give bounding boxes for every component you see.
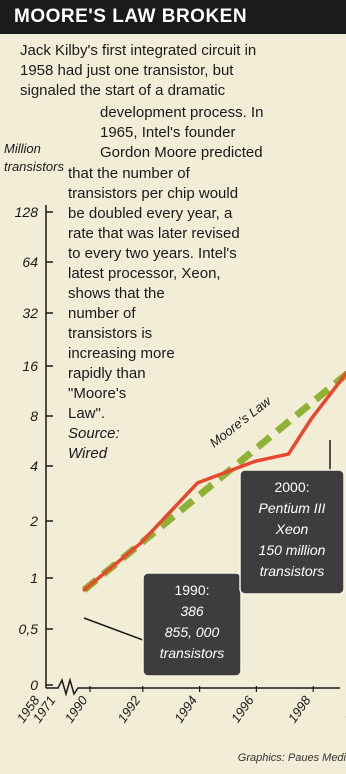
intro-line: Wired [68,445,108,462]
callout-2000-line: transistors [260,563,325,579]
intro-line: Source: [68,425,120,442]
callout-2000-line: 150 million [259,542,326,558]
intro-line: be doubled every year, a [68,205,233,222]
actual-point [309,417,313,421]
intro-line: Law". [68,405,106,422]
callout-2000-line: Pentium III [259,500,326,516]
y-tick-label: 64 [22,254,38,270]
callout-1990-box [142,572,242,677]
intro-line: Gordon Moore predicted [100,144,263,161]
intro-line: number of [68,305,136,322]
x-axis-line [46,677,340,697]
callout-1990-line: transistors [160,645,225,661]
intro-line: 1965, Intel's founder [100,124,236,141]
x-tick-label: 1998 [285,692,314,725]
callout-1990-line: 855, 000 [165,624,220,640]
actual-point [139,541,143,545]
intro-line: increasing more [68,345,175,362]
y-axis-label-line-1: Million [4,141,41,156]
y-tick-label: 0 [30,677,38,693]
x-tick-group: 1992 [114,692,143,725]
callout-2000-box [239,469,345,595]
intro-line: signaled the start of a dramatic [20,82,226,99]
x-tick-label: 1990 [62,692,91,725]
x-tick-group: 1990 [62,692,91,725]
y-tick-label: 1 [30,570,38,586]
intro-line: latest processor, Xeon, [68,265,221,282]
actual-point [286,452,290,456]
x-tick-group: 1996 [228,692,257,725]
callout-2000-line: 2000: [274,479,309,495]
intro-line: that the number of [68,165,190,182]
callout-1990-line: 1990: [174,582,209,598]
x-tick-group: 1998 [285,692,314,725]
intro-line: Jack Kilby's first integrated circuit in [20,42,257,59]
y-tick-label: 32 [22,305,38,321]
callout-2000-line: Xeon [275,521,309,537]
actual-point [338,380,342,384]
y-tick-label: 16 [22,358,38,374]
intro-line: transistors is [68,325,153,342]
y-axis-label-line-2: transistors [4,159,64,174]
callout-1990-line: 386 [180,603,204,619]
y-tick-label: 2 [29,513,38,529]
actual-point [82,588,86,592]
title-bar: MOORE'S LAW BROKEN [0,0,346,34]
intro-line: 1958 had just one transistor, but [20,62,234,79]
intro-line: rate that was later revised [68,225,240,242]
x-tick-group: 2000 [341,692,346,726]
page-title: MOORE'S LAW BROKEN [14,6,248,27]
intro-line: transistors per chip would [68,185,239,202]
actual-point [196,481,200,485]
y-tick-label: 0,5 [19,621,39,637]
y-tick-label: 4 [30,458,38,474]
x-tick-group: 1994 [171,693,200,725]
x-tick-label: 1994 [171,693,200,725]
intro-line: to every two years. Intel's [68,245,237,262]
intro-line: "Moore's [68,385,127,402]
intro-line: development process. In [100,104,264,121]
x-tick-label: 2000 [341,692,346,726]
graphics-credit: Graphics: Paues Medi [237,752,346,764]
y-tick-label: 8 [30,408,38,424]
intro-line: shows that the [68,285,165,302]
y-tick-label: 128 [15,204,39,220]
intro-line: rapidly than [68,365,146,382]
callout-1990-leader [83,617,144,641]
x-tick-label: 1992 [114,692,143,725]
x-tick-label: 1996 [228,692,257,725]
actual-point [252,459,256,463]
